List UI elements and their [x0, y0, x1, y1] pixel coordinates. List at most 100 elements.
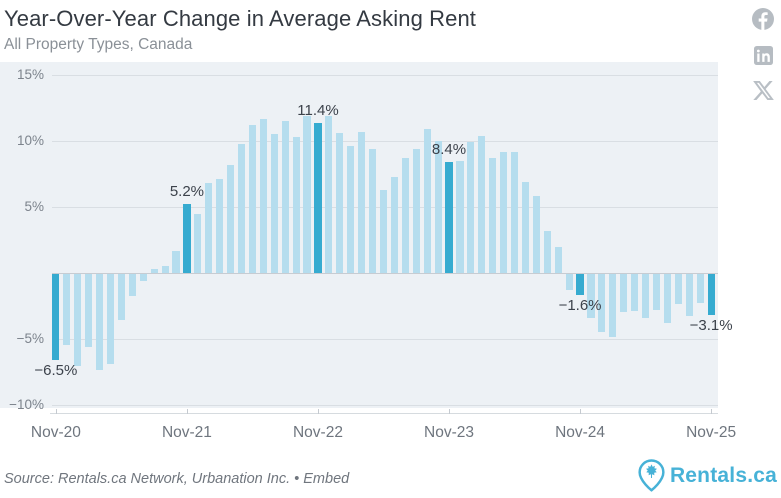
linkedin-share-icon[interactable] — [748, 46, 778, 65]
bar-Oct-25[interactable] — [696, 274, 704, 304]
source-text: Source: Rentals.ca Network, Urbanation I… — [4, 471, 291, 487]
bar-Jul-24[interactable] — [532, 196, 540, 273]
x-axis-tick-label: Nov-21 — [161, 424, 212, 441]
x-axis-tick — [711, 409, 713, 414]
bar-May-25[interactable] — [641, 274, 650, 318]
bar-Sep-25[interactable] — [685, 274, 693, 317]
bar-Jul-22[interactable] — [270, 134, 278, 273]
x-axis-tick — [580, 409, 582, 414]
data-label: 5.2% — [169, 183, 205, 201]
bar-Jun-22[interactable] — [259, 118, 267, 273]
facebook-share-icon[interactable] — [748, 8, 778, 30]
page-subtitle: All Property Types, Canada — [4, 36, 193, 53]
gridline — [52, 405, 718, 406]
bar-May-24[interactable] — [510, 151, 519, 273]
bar-Feb-23[interactable] — [347, 146, 355, 273]
embed-link[interactable]: Embed — [303, 471, 350, 487]
bar-Dec-22[interactable] — [325, 115, 333, 273]
bar-Sep-22[interactable] — [292, 137, 300, 273]
gridline — [52, 339, 718, 340]
bar-Aug-23[interactable] — [412, 148, 420, 273]
bar-Oct-21[interactable] — [172, 250, 180, 273]
x-axis-tick — [317, 409, 319, 414]
data-label: 8.4% — [431, 141, 467, 159]
data-label: −6.5% — [34, 361, 78, 379]
bar-Sep-24[interactable] — [554, 246, 562, 273]
bar-Jun-24[interactable] — [521, 181, 530, 273]
gridline — [52, 273, 718, 274]
y-axis-tick-label: 10% — [16, 133, 44, 148]
bar-Apr-23[interactable] — [368, 148, 377, 273]
bar-Jan-24[interactable] — [467, 142, 475, 273]
bar-Apr-21[interactable] — [106, 274, 115, 364]
bar-Jun-23[interactable] — [390, 176, 398, 273]
bar-Jan-21[interactable] — [74, 274, 82, 367]
source-line: Source: Rentals.ca Network, Urbanation I… — [4, 471, 349, 487]
x-axis-tick-label: Nov-22 — [292, 424, 343, 441]
bar-May-22[interactable] — [248, 125, 257, 273]
x-axis-tick-label: Nov-24 — [555, 424, 606, 441]
social-share-bar — [748, 8, 778, 116]
page-title: Year-Over-Year Change in Average Asking … — [4, 6, 476, 31]
x-axis-tick-label: Nov-23 — [424, 424, 474, 441]
x-axis-tick-label: Nov-20 — [30, 424, 81, 441]
bar-Nov-25[interactable] — [707, 274, 715, 315]
bar-Mar-23[interactable] — [358, 131, 366, 273]
bar-Nov-24[interactable] — [576, 274, 584, 296]
bar-Aug-24[interactable] — [543, 230, 551, 273]
data-label: 11.4% — [297, 101, 339, 119]
bar-Dec-20[interactable] — [63, 274, 71, 346]
bar-Dec-21[interactable] — [194, 213, 202, 273]
x-axis-tick-label: Nov-25 — [686, 424, 737, 441]
data-label: −1.6% — [558, 297, 602, 315]
bar-Mar-25[interactable] — [620, 274, 628, 313]
bar-Dec-23[interactable] — [456, 160, 464, 273]
y-axis-tick-label: 15% — [16, 67, 44, 82]
bar-Feb-21[interactable] — [85, 274, 93, 347]
bar-Apr-24[interactable] — [500, 151, 508, 273]
x-twitter-share-icon[interactable] — [748, 81, 778, 100]
bar-Jan-25[interactable] — [598, 274, 606, 333]
bar-Feb-24[interactable] — [478, 135, 486, 273]
bar-May-23[interactable] — [379, 189, 388, 273]
bar-Feb-22[interactable] — [216, 179, 224, 273]
rentals-ca-logo[interactable]: Rentals.ca — [638, 459, 777, 492]
bar-Feb-25[interactable] — [609, 274, 617, 338]
bar-Apr-22[interactable] — [237, 143, 246, 273]
bar-Jan-23[interactable] — [336, 133, 344, 273]
bar-Aug-22[interactable] — [281, 121, 289, 273]
bar-Mar-24[interactable] — [489, 158, 497, 273]
bar-Oct-22[interactable] — [303, 115, 311, 273]
bar-Mar-21[interactable] — [95, 274, 104, 371]
bar-Jun-25[interactable] — [652, 274, 661, 310]
x-axis-line — [50, 413, 718, 414]
map-pin-maple-leaf-icon — [638, 459, 665, 492]
bar-Jul-25[interactable] — [663, 274, 671, 323]
bar-Nov-21[interactable] — [183, 204, 191, 273]
x-axis-tick — [449, 409, 451, 414]
x-axis-tick — [186, 409, 188, 414]
x-axis-tick — [55, 409, 57, 414]
bar-Dec-24[interactable] — [587, 274, 595, 318]
bar-Mar-22[interactable] — [227, 164, 235, 273]
bar-Nov-23[interactable] — [445, 162, 453, 273]
y-axis-tick-label: −5% — [16, 331, 44, 346]
bar-Aug-25[interactable] — [674, 274, 682, 305]
bar-Sep-23[interactable] — [423, 129, 431, 273]
bar-Jul-23[interactable] — [401, 158, 409, 273]
bar-Jun-21[interactable] — [128, 274, 136, 297]
bar-May-21[interactable] — [117, 274, 125, 321]
bar-Aug-21[interactable] — [150, 269, 158, 273]
bar-Nov-22[interactable] — [314, 122, 322, 273]
y-axis-tick-label: 5% — [24, 199, 44, 214]
bar-Oct-23[interactable] — [434, 141, 442, 273]
bar-Jan-22[interactable] — [205, 183, 213, 273]
bullet-separator: • — [294, 471, 300, 487]
logo-wordmark: Rentals.ca — [669, 463, 777, 487]
bar-Jul-21[interactable] — [139, 274, 147, 281]
bar-Sep-21[interactable] — [161, 266, 169, 273]
bar-Apr-25[interactable] — [631, 274, 639, 311]
bar-Nov-20[interactable] — [52, 274, 60, 360]
bar-Oct-24[interactable] — [565, 274, 573, 290]
